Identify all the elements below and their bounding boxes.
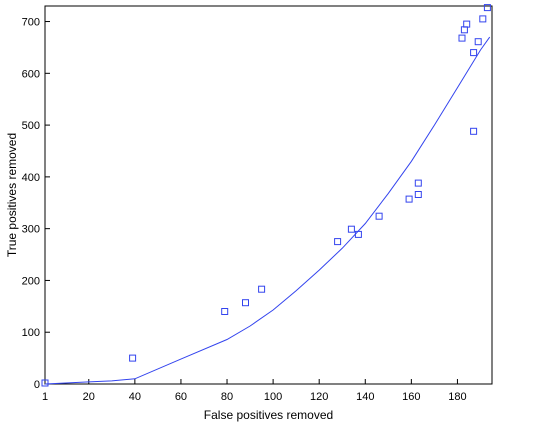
x-tick-label: 120 [310, 391, 328, 403]
y-tick-label: 600 [22, 68, 40, 80]
scatter-point [460, 26, 468, 34]
x-tick-label: 40 [129, 391, 141, 403]
y-ticks: 0 100 200 300 400 500 600 700 [22, 17, 50, 391]
x-tick-label: 60 [175, 391, 187, 403]
scatter-point [483, 4, 491, 12]
trend-line [44, 36, 491, 385]
x-tick-label: 180 [448, 391, 466, 403]
scatter-point [347, 225, 355, 233]
x-tick-label: 20 [83, 391, 95, 403]
scatter-point [463, 20, 471, 28]
x-tick-label: 140 [356, 391, 374, 403]
scatter-point [470, 127, 478, 135]
scatter-points-layer [41, 4, 491, 387]
scatter-point [470, 49, 478, 57]
axis-label-layer: False positives removed True positives r… [5, 133, 333, 422]
x-tick-label: 1 [42, 391, 48, 403]
x-tick-label: 160 [402, 391, 420, 403]
scatter-point [474, 38, 482, 46]
scatter-point [405, 195, 413, 203]
y-tick-label: 300 [22, 224, 40, 236]
y-tick-label: 100 [22, 327, 40, 339]
plot-frame-layer [44, 5, 493, 385]
y-tick-label: 200 [22, 275, 40, 287]
scatter-point [129, 354, 137, 362]
x-ticks: 1 20 40 60 80 100 120 140 160 180 [42, 379, 467, 403]
scatter-point [375, 212, 383, 220]
scatter-point [242, 299, 249, 307]
scatter-point [479, 15, 487, 23]
x-axis-title: False positives removed [204, 408, 333, 422]
scatter-point [221, 308, 229, 315]
x-tick-label: 80 [221, 391, 233, 403]
y-axis-title: True positives removed [5, 133, 19, 257]
y-tick-label: 0 [34, 379, 40, 391]
scatter-point [414, 179, 422, 187]
trend-line-layer [44, 36, 491, 385]
plot-frame [44, 5, 493, 385]
scatter-point [334, 238, 342, 246]
scatter-point [354, 230, 362, 238]
y-tick-label: 400 [22, 172, 40, 184]
y-tick-label: 500 [22, 120, 40, 132]
scatter-point [414, 191, 422, 198]
scatter-point [458, 34, 466, 42]
scatter-point [41, 379, 49, 387]
x-tick-label: 100 [264, 391, 282, 403]
scatter-point [258, 285, 266, 293]
y-tick-label: 700 [22, 17, 40, 29]
